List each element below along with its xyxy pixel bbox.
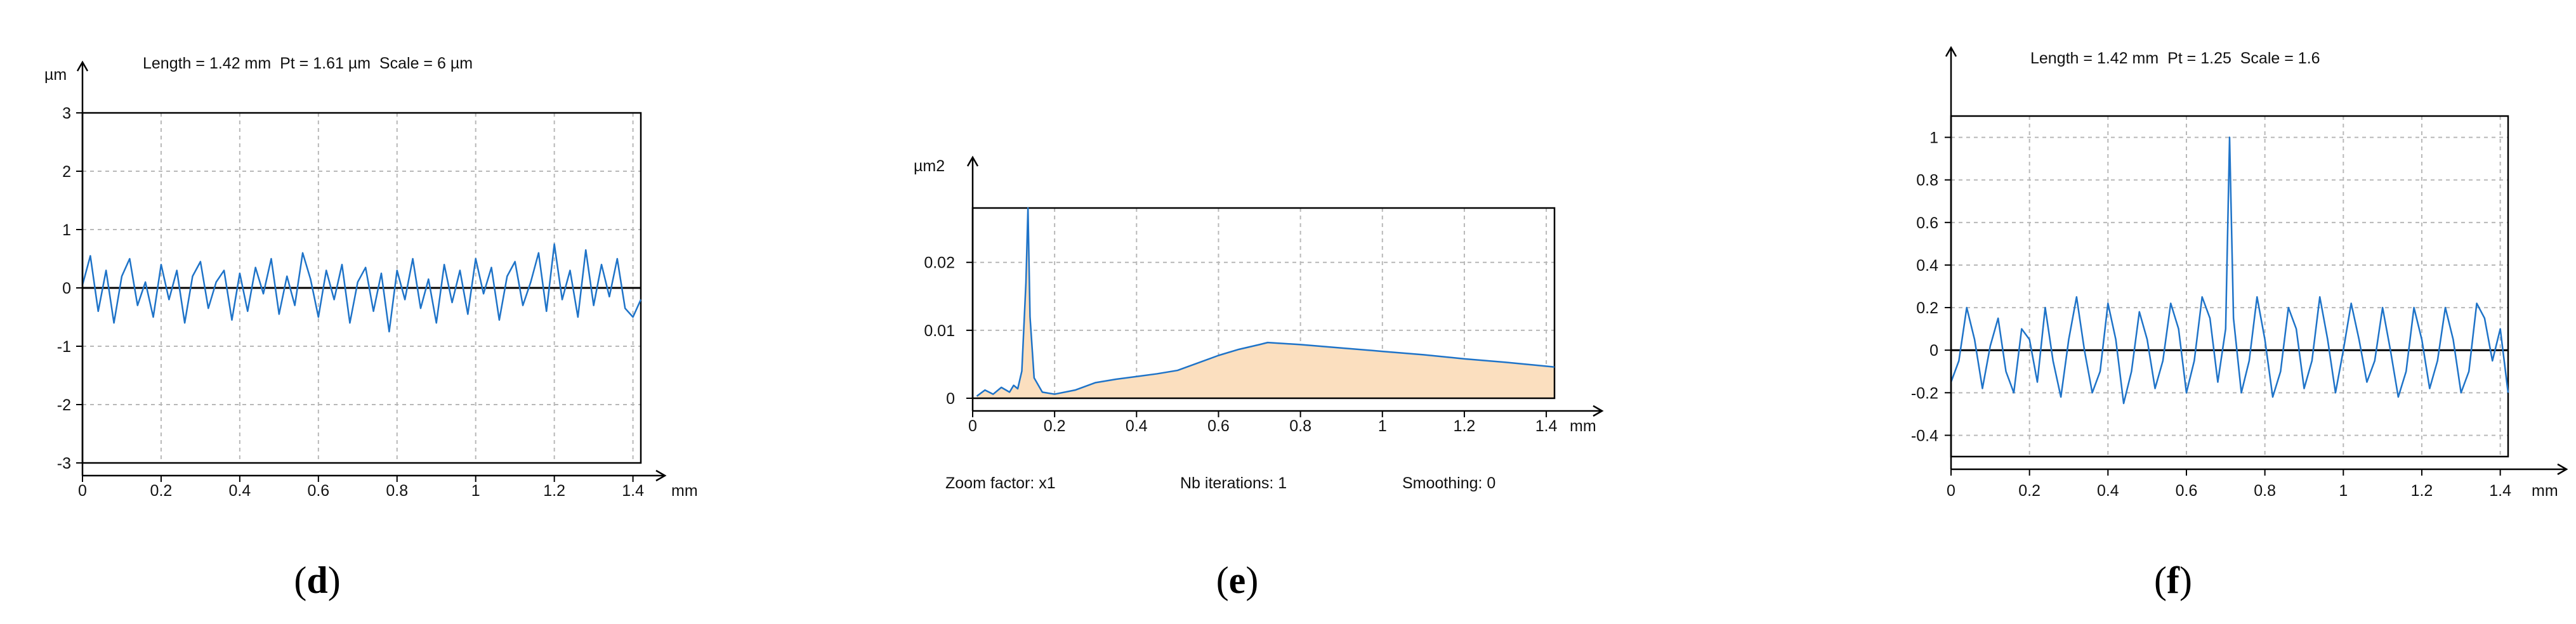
caption-letter: d [306, 559, 327, 601]
x-tick-label: 1.2 [1454, 417, 1476, 435]
area-fill [976, 208, 1554, 398]
y-tick-label: 0.8 [1916, 172, 1938, 190]
y-tick-label: 0 [946, 390, 955, 408]
x-tick-label: 1 [1378, 417, 1387, 435]
x-tick-label: 0.4 [1126, 417, 1148, 435]
x-tick-label: 0 [968, 417, 977, 435]
x-tick-label: 1.2 [543, 482, 565, 500]
series-line [976, 207, 1555, 397]
x-tick-label: 0.6 [307, 482, 329, 500]
y-tick-label: 0.02 [924, 254, 955, 272]
x-tick-label: 1.2 [2411, 482, 2433, 500]
x-tick-label: 1 [2339, 482, 2348, 500]
caption-paren-open: ( [294, 559, 306, 601]
caption-paren-open: ( [1216, 559, 1229, 601]
x-unit-label: mm [671, 482, 698, 500]
y-tick-label: 1 [62, 221, 71, 239]
footer-zoom-factor: Zoom factor: x1 [945, 474, 1056, 492]
x-tick-label: 0.8 [2254, 482, 2276, 500]
x-tick-label: 0.8 [1289, 417, 1311, 435]
caption-paren-close: ) [1245, 559, 1258, 601]
x-axis-arrow [2557, 463, 2568, 476]
footer-iterations: Nb iterations: 1 [1180, 474, 1287, 492]
y-tick-label: -0.4 [1911, 427, 1938, 445]
y-unit-label: µm2 [914, 157, 945, 175]
x-unit-label: mm [2532, 482, 2558, 500]
x-tick-label: 0 [1947, 482, 1955, 500]
x-tick-label: 0.2 [150, 482, 173, 500]
x-unit-label: mm [1570, 417, 1596, 435]
caption-letter: f [2167, 559, 2180, 601]
panel-caption: (f) [2154, 559, 2192, 601]
chart-panel-e: 0 0.2 0.4 0.6 0.8 1 1.2 1.4 0.02 0.01 0 mm µm2 Zoom f… [914, 155, 1604, 601]
y-tick-label: 0.2 [1916, 299, 1938, 317]
y-axis-arrow [76, 60, 89, 72]
y-axis-arrow [1945, 46, 1957, 57]
x-tick-label: 0.6 [1207, 417, 1230, 435]
profile-header: Length = 1.42 mm Pt = 1.61 µm Scale = 6 … [143, 55, 473, 72]
y-tick-label: -0.2 [1911, 384, 1938, 402]
y-tick-label: 0.4 [1916, 257, 1938, 275]
profile-header: Length = 1.42 mm Pt = 1.25 Scale = 1.6 [2030, 49, 2320, 67]
y-tick-label: 0.6 [1916, 214, 1938, 232]
y-tick-label: 3 [62, 105, 71, 122]
x-tick-label: 0.6 [2176, 482, 2198, 500]
y-axis-arrow [966, 155, 979, 167]
series-line [81, 243, 642, 333]
y-tick-label: 0 [62, 280, 71, 297]
y-tick-label: -2 [57, 396, 71, 414]
x-tick-label: 0.2 [1044, 417, 1066, 435]
chart-panel-f: 0 0.2 0.4 0.6 0.8 1 1.2 1.4 1 0.8 0.6 0.4 0.2 0 -0.2 -0… [1911, 46, 2568, 601]
caption-paren-close: ) [2179, 559, 2192, 601]
chart-panel-d: 0 0.2 0.4 0.6 0.8 1 1.2 1.4 3 2 1 0 -1 -2 -3 mm µm Length… [44, 55, 698, 601]
x-tick-label: 1.4 [622, 482, 644, 500]
x-tick-label: 0.2 [2018, 482, 2040, 500]
panel-caption: (d) [294, 559, 340, 601]
x-tick-label: 1 [471, 482, 480, 500]
panel-caption: (e) [1216, 559, 1259, 601]
x-tick-label: 0.8 [386, 482, 408, 500]
caption-paren-open: ( [2154, 559, 2167, 601]
y-tick-label: 2 [62, 163, 71, 181]
y-tick-label: 0.01 [924, 322, 955, 340]
x-tick-label: 1.4 [2489, 482, 2511, 500]
x-tick-label: 1.4 [1535, 417, 1558, 435]
series-line [1950, 136, 2509, 405]
x-tick-label: 0 [78, 482, 87, 500]
y-tick-label: 0 [1929, 342, 1938, 360]
x-axis-arrow [1593, 405, 1604, 417]
y-tick-label: -3 [57, 455, 71, 472]
x-axis-arrow [655, 469, 667, 482]
y-tick-label: -1 [57, 338, 71, 356]
x-tick-label: 0.4 [2097, 482, 2119, 500]
caption-letter: e [1229, 559, 1246, 601]
y-unit-label: µm [44, 66, 67, 84]
footer-smoothing: Smoothing: 0 [1402, 474, 1495, 492]
x-tick-label: 0.4 [229, 482, 251, 500]
caption-paren-close: ) [328, 559, 341, 601]
y-tick-label: 1 [1929, 129, 1938, 147]
